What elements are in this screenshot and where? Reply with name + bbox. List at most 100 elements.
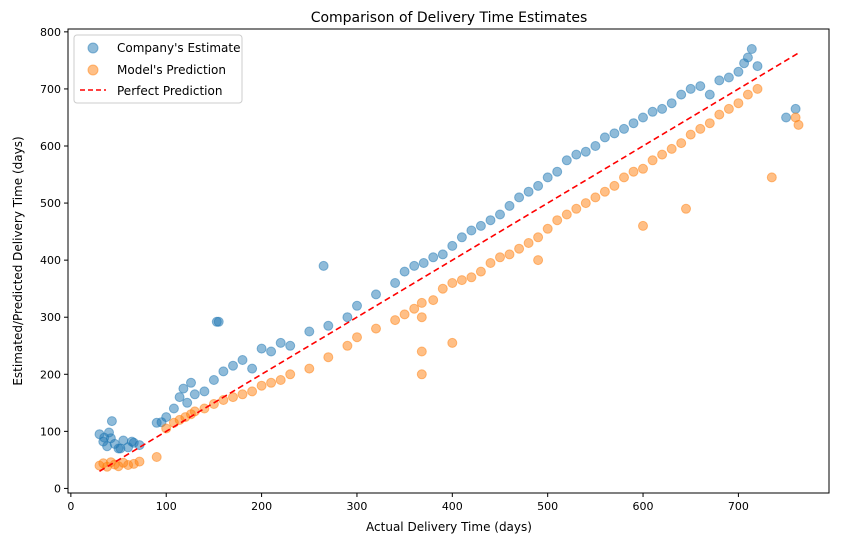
data-point: [416, 369, 427, 380]
data-point: [733, 66, 744, 77]
data-point: [237, 355, 248, 365]
data-point: [228, 360, 238, 371]
data-point: [99, 432, 110, 443]
data-point: [352, 300, 362, 311]
x-tick-label: 100: [156, 500, 177, 513]
data-point: [237, 389, 248, 400]
data-point: [599, 132, 610, 143]
data-point: [533, 255, 544, 266]
data-point: [151, 452, 162, 462]
legend-box: [73, 34, 243, 104]
data-point: [189, 389, 200, 400]
data-point: [676, 89, 687, 100]
y-tick-label: 700: [40, 83, 61, 96]
x-tick-label: 500: [537, 500, 558, 513]
data-point: [416, 297, 427, 308]
data-point: [714, 109, 725, 120]
data-point: [733, 98, 744, 109]
data-point: [275, 375, 286, 385]
data-point: [790, 103, 801, 114]
legend-label-perfect: Perfect Prediction: [117, 84, 222, 98]
data-point: [208, 375, 219, 385]
data-point: [746, 44, 757, 54]
data-point: [304, 326, 315, 337]
data-point: [218, 366, 229, 377]
data-point: [742, 52, 753, 63]
data-point: [342, 312, 353, 323]
data-point: [485, 258, 496, 268]
data-point: [371, 289, 381, 300]
data-point: [695, 123, 706, 134]
data-point: [781, 112, 792, 123]
data-point: [609, 180, 620, 191]
y-tick-label: 0: [54, 482, 61, 495]
data-point: [447, 337, 458, 348]
data-point: [409, 303, 420, 314]
data-point: [485, 215, 496, 226]
data-point: [466, 225, 477, 236]
y-axis: 0 100 200 300 400 500 600 700 800: [40, 26, 68, 495]
data-point: [323, 352, 334, 363]
data-point: [437, 283, 448, 294]
data-point: [766, 172, 777, 183]
data-point: [466, 272, 477, 283]
data-point: [475, 220, 486, 231]
chart-title: Comparison of Delivery Time Estimates: [311, 10, 588, 26]
data-point: [580, 146, 591, 157]
data-point: [561, 155, 572, 166]
data-point: [752, 61, 763, 72]
data-point: [638, 163, 648, 174]
data-point: [590, 192, 601, 203]
data-point: [342, 340, 353, 351]
data-point: [704, 118, 715, 129]
data-point: [247, 363, 258, 374]
data-point: [685, 83, 696, 94]
data-point: [619, 172, 629, 183]
data-point: [115, 443, 126, 454]
data-point: [199, 386, 210, 397]
data-point: [428, 295, 439, 306]
data-point: [168, 403, 179, 414]
data-point: [704, 89, 715, 100]
data-point: [371, 323, 381, 334]
data-point: [447, 240, 458, 251]
data-point: [475, 266, 486, 277]
data-point: [456, 275, 467, 286]
data-point: [571, 203, 582, 214]
x-tick-label: 600: [633, 500, 654, 513]
data-point: [318, 260, 329, 271]
data-point: [552, 215, 563, 226]
data-point: [628, 118, 639, 129]
legend-label-company: Company's Estimate: [117, 41, 240, 55]
data-point: [676, 138, 687, 149]
data-point: [266, 346, 277, 357]
data-point: [174, 392, 185, 403]
data-point: [304, 363, 315, 374]
data-point: [552, 166, 563, 177]
data-point: [178, 383, 189, 394]
x-axis: 0 100 200 300 400 500 600 700: [67, 493, 749, 513]
y-tick-label: 600: [40, 140, 61, 153]
data-point: [416, 346, 427, 357]
data-point: [681, 203, 691, 214]
y-tick-label: 200: [40, 368, 61, 381]
points-layer: [94, 44, 804, 472]
data-point: [390, 278, 401, 288]
data-point: [399, 309, 410, 320]
data-point: [793, 119, 804, 130]
data-point: [256, 380, 267, 391]
data-point: [542, 223, 553, 234]
data-point: [742, 89, 753, 100]
data-point: [418, 258, 429, 268]
data-point: [533, 180, 544, 191]
plot-frame: [67, 28, 830, 494]
legend-marker-company: [87, 42, 99, 54]
x-tick-label: 0: [67, 500, 74, 513]
data-point: [723, 72, 734, 83]
x-axis-label: Actual Delivery Time (days): [366, 520, 532, 534]
data-point: [666, 98, 677, 109]
data-point: [213, 316, 224, 327]
y-tick-label: 300: [40, 311, 61, 324]
data-point: [106, 416, 117, 427]
legend-marker-model: [87, 64, 99, 76]
